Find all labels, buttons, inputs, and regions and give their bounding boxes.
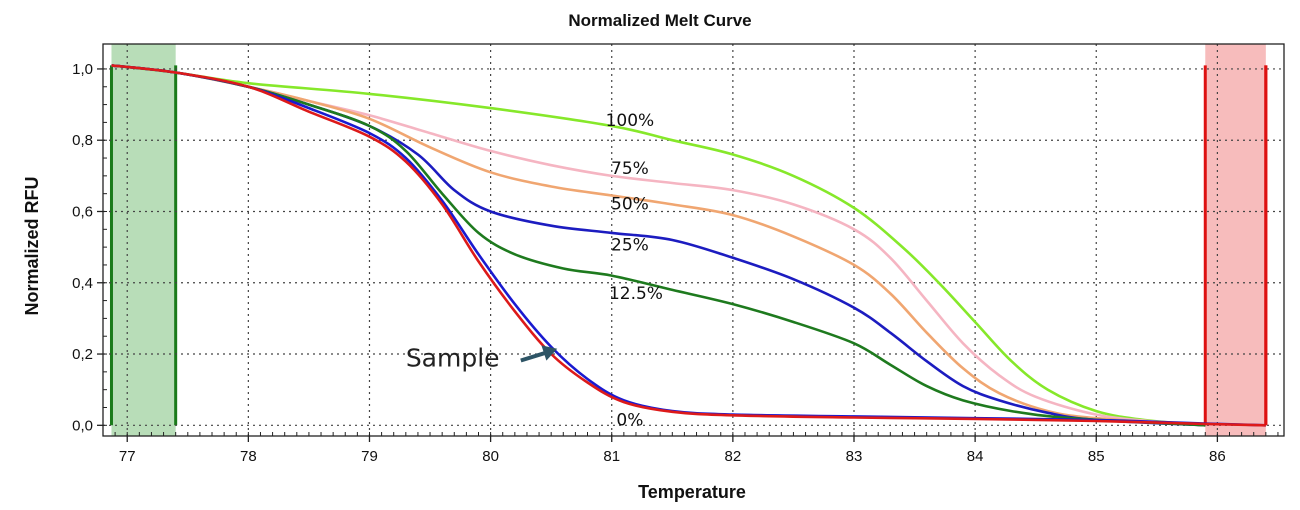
annotation-50%: 50% <box>611 195 649 215</box>
annotation-0%: 0% <box>616 410 643 430</box>
x-tick-label-81: 81 <box>603 448 620 465</box>
series-line-50% <box>111 64 1206 427</box>
x-tick-label-82: 82 <box>725 448 742 465</box>
x-tick-label-77: 77 <box>119 448 136 465</box>
callout-arrow-head <box>541 345 558 361</box>
y-tick-label-0,6: 0,6 <box>72 203 93 220</box>
x-tick-label-84: 84 <box>967 448 984 465</box>
end-region <box>1205 44 1266 436</box>
y-tick-label-0,0: 0,0 <box>72 417 93 434</box>
series-line-Sample <box>111 64 1266 427</box>
y-tick-label-0,2: 0,2 <box>72 346 93 363</box>
callout-sample-label: Sample <box>406 344 500 373</box>
annotation-25%: 25% <box>611 236 649 256</box>
annotation-100%: 100% <box>606 111 655 131</box>
annotation-75%: 75% <box>611 159 649 179</box>
x-axis-label: Temperature <box>638 482 746 502</box>
series-line-100% <box>111 64 1206 427</box>
y-axis-label: Normalized RFU <box>22 176 42 315</box>
x-tick-label-78: 78 <box>240 448 257 465</box>
start-region <box>111 44 176 436</box>
series-line-12.5% <box>111 64 1206 427</box>
plot-frame <box>102 43 1285 437</box>
chart-title: Normalized Melt Curve <box>568 11 751 30</box>
plot-background <box>103 44 1284 436</box>
y-tick-label-0,4: 0,4 <box>72 275 93 292</box>
annotation-12.5%: 12.5% <box>609 284 663 304</box>
x-tick-label-79: 79 <box>361 448 378 465</box>
x-tick-label-85: 85 <box>1088 448 1105 465</box>
x-tick-label-80: 80 <box>482 448 499 465</box>
y-tick-label-1,0: 1,0 <box>72 61 93 78</box>
y-tick-label-0,8: 0,8 <box>72 132 93 149</box>
x-tick-label-86: 86 <box>1209 448 1226 465</box>
x-tick-label-83: 83 <box>846 448 863 465</box>
